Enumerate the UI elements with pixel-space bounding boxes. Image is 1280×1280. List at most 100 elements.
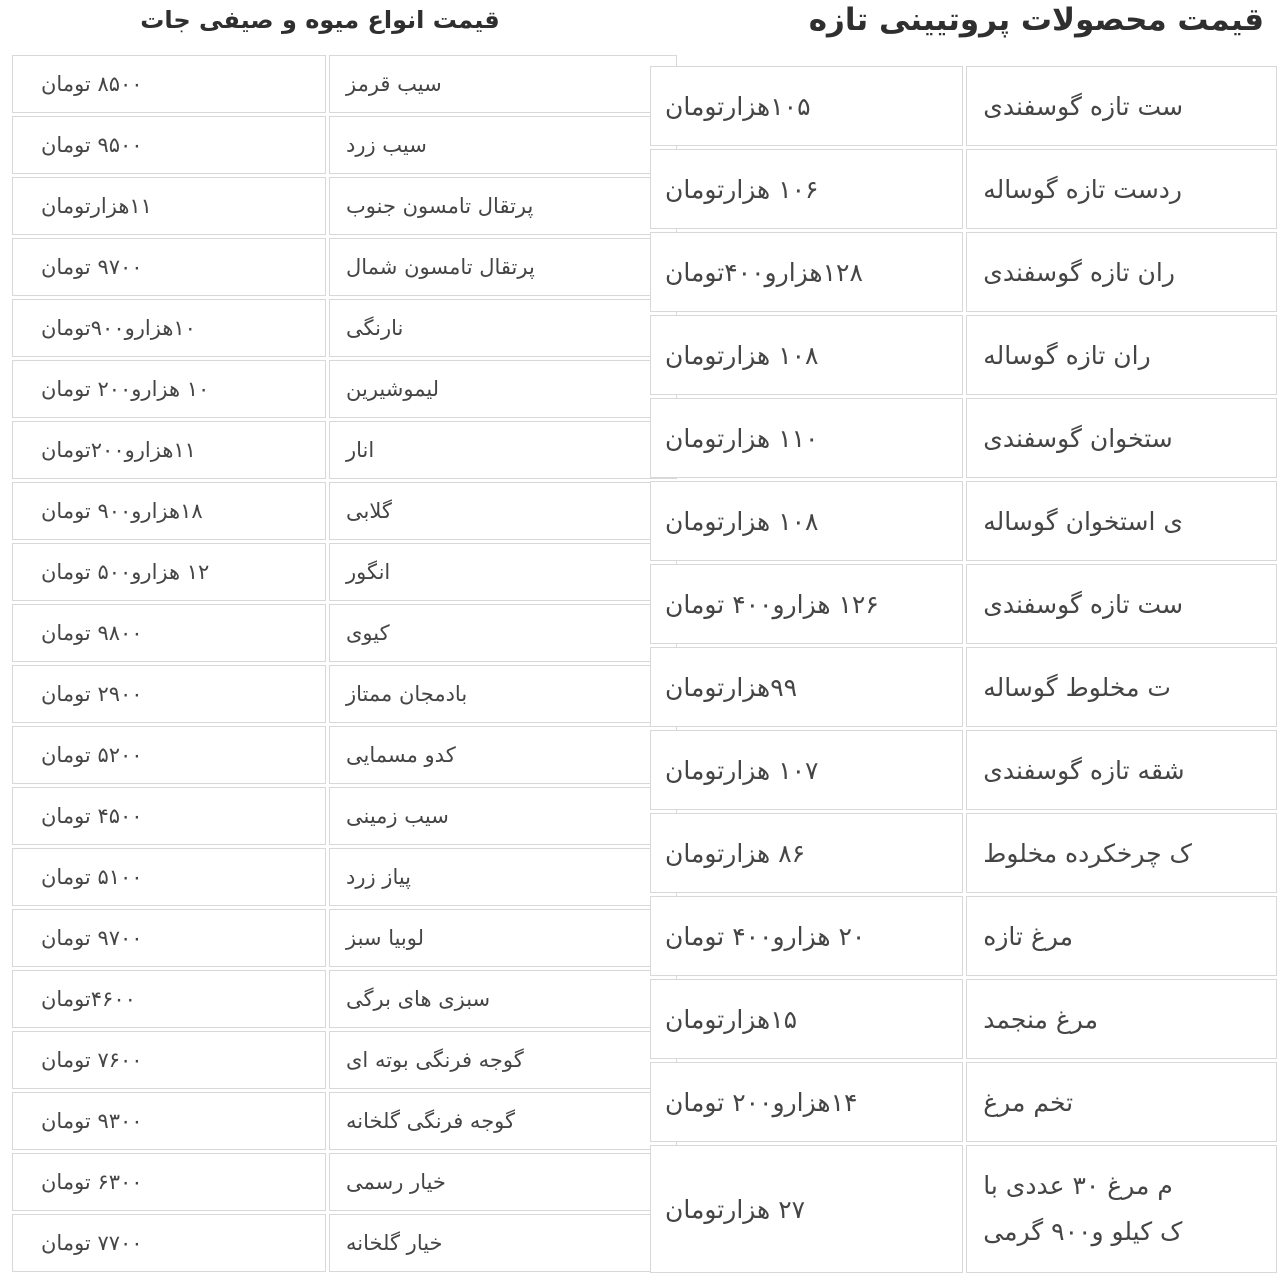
item-cell: لیموشیرین (329, 360, 677, 418)
price-cell: ۶۳۰۰ تومان (12, 1153, 326, 1211)
price-cell: ۱۰۵هزارتومان (650, 66, 964, 146)
price-cell: ۱۰ هزارو۲۰۰ تومان (12, 360, 326, 418)
item-cell: ت مخلوط گوساله (966, 647, 1277, 727)
price-cell: ۱۰۸ هزارتومان (650, 315, 964, 395)
table-row: ۹۳۰۰ تومان گوجه فرنگی گلخانه (12, 1092, 677, 1150)
item-cell: ست تازه گوسفندی (966, 66, 1277, 146)
protein-table-title: قیمت محصولات پروتیینی تازه (808, 2, 1264, 38)
table-row: ۱۲۶ هزارو۴۰۰ تومان ست تازه گوسفندی (650, 564, 1277, 644)
item-cell: ردست تازه گوساله (966, 149, 1277, 229)
item-line: ک کیلو و۹۰۰ گرمی (983, 1217, 1183, 1246)
item-cell: پیاز زرد (329, 848, 677, 906)
item-cell: کدو مسمایی (329, 726, 677, 784)
table-row: ۱۲۸هزارو۴۰۰تومان ران تازه گوسفندی (650, 232, 1277, 312)
protein-price-table: ۱۰۵هزارتومان ست تازه گوسفندی ۱۰۶ هزارتومان… (647, 63, 1280, 1276)
price-cell: ۱۰هزارو۹۰۰تومان (12, 299, 326, 357)
item-cell: پرتقال تامسون جنوب (329, 177, 677, 235)
item-cell: شقه تازه گوسفندی (966, 730, 1277, 810)
table-row: ۷۶۰۰ تومان گوجه فرنگی بوته ای (12, 1031, 677, 1089)
item-cell: گوجه فرنگی گلخانه (329, 1092, 677, 1150)
table-row: ۷۷۰۰ تومان خیار گلخانه (12, 1214, 677, 1272)
table-row: ۲۷ هزارتومان م مرغ ۳۰ عددی با ک کیلو و۹۰۰ … (650, 1145, 1277, 1273)
price-cell: ۲۰ هزارو۴۰۰ تومان (650, 896, 964, 976)
table-row: ۱۱هزارتومان پرتقال تامسون جنوب (12, 177, 677, 235)
table-row: ۲۰ هزارو۴۰۰ تومان مرغ تازه (650, 896, 1277, 976)
item-cell: ست تازه گوسفندی (966, 564, 1277, 644)
item-cell: مرغ تازه (966, 896, 1277, 976)
item-cell: ک چرخکرده مخلوط (966, 813, 1277, 893)
price-cell: ۹۳۰۰ تومان (12, 1092, 326, 1150)
item-cell: سبزی های برگی (329, 970, 677, 1028)
price-cell: ۷۶۰۰ تومان (12, 1031, 326, 1089)
price-cell: ۱۲ هزارو۵۰۰ تومان (12, 543, 326, 601)
table-row: ۶۳۰۰ تومان خیار رسمی (12, 1153, 677, 1211)
table-row: ۸۵۰۰ تومان سیب قرمز (12, 55, 677, 113)
item-cell: گلابی (329, 482, 677, 540)
table-row: ۱۱هزارو۲۰۰تومان انار (12, 421, 677, 479)
price-cell: ۷۷۰۰ تومان (12, 1214, 326, 1272)
item-cell: سیب زرد (329, 116, 677, 174)
item-cell: ران تازه گوسفندی (966, 232, 1277, 312)
price-cell: ۱۱۰ هزارتومان (650, 398, 964, 478)
price-cell: ۸۶ هزارتومان (650, 813, 964, 893)
price-cell: ۵۲۰۰ تومان (12, 726, 326, 784)
price-cell: ۱۰۶ هزارتومان (650, 149, 964, 229)
item-cell: ران تازه گوساله (966, 315, 1277, 395)
price-cell: ۱۱هزارتومان (12, 177, 326, 235)
item-cell: ستخوان گوسفندی (966, 398, 1277, 478)
item-cell: پرتقال تامسون شمال (329, 238, 677, 296)
table-row: ۱۸هزارو۹۰۰ تومان گلابی (12, 482, 677, 540)
table-row: ۲۹۰۰ تومان بادمجان ممتاز (12, 665, 677, 723)
price-cell: ۹۷۰۰ تومان (12, 909, 326, 967)
item-cell: سیب قرمز (329, 55, 677, 113)
price-cell: ۴۶۰۰تومان (12, 970, 326, 1028)
table-row: ۱۰ هزارو۲۰۰ تومان لیموشیرین (12, 360, 677, 418)
item-cell: لوبیا سبز (329, 909, 677, 967)
item-cell: انگور (329, 543, 677, 601)
price-cell: ۹۹هزارتومان (650, 647, 964, 727)
price-cell: ۱۲۶ هزارو۴۰۰ تومان (650, 564, 964, 644)
price-cell: ۲۹۰۰ تومان (12, 665, 326, 723)
item-cell: سیب زمینی (329, 787, 677, 845)
table-row: ۸۶ هزارتومان ک چرخکرده مخلوط (650, 813, 1277, 893)
table-row: ۱۰هزارو۹۰۰تومان نارنگی (12, 299, 677, 357)
table-row: ۹۷۰۰ تومان پرتقال تامسون شمال (12, 238, 677, 296)
item-cell: خیار گلخانه (329, 1214, 677, 1272)
table-row: ۱۱۰ هزارتومان ستخوان گوسفندی (650, 398, 1277, 478)
table-row: ۱۵هزارتومان مرغ منجمد (650, 979, 1277, 1059)
table-row: ۴۵۰۰ تومان سیب زمینی (12, 787, 677, 845)
price-cell: ۱۰۸ هزارتومان (650, 481, 964, 561)
fruit-veg-price-table: ۸۵۰۰ تومان سیب قرمز ۹۵۰۰ تومان سیب زرد ۱۱هزا… (9, 52, 680, 1275)
table-row: ۵۲۰۰ تومان کدو مسمایی (12, 726, 677, 784)
price-cell: ۲۷ هزارتومان (650, 1145, 964, 1273)
item-line: م مرغ ۳۰ عددی با (983, 1170, 1173, 1200)
table-row: ۱۲ هزارو۵۰۰ تومان انگور (12, 543, 677, 601)
item-cell: مرغ منجمد (966, 979, 1277, 1059)
item-cell: انار (329, 421, 677, 479)
price-cell: ۱۲۸هزارو۴۰۰تومان (650, 232, 964, 312)
table-row: ۱۴هزارو۲۰۰ تومان تخم مرغ (650, 1062, 1277, 1142)
table-row: ۹۵۰۰ تومان سیب زرد (12, 116, 677, 174)
price-cell: ۴۵۰۰ تومان (12, 787, 326, 845)
table-row: ۹۹هزارتومان ت مخلوط گوساله (650, 647, 1277, 727)
price-cell: ۱۵هزارتومان (650, 979, 964, 1059)
price-cell: ۸۵۰۰ تومان (12, 55, 326, 113)
table-row: ۱۰۷ هزارتومان شقه تازه گوسفندی (650, 730, 1277, 810)
item-cell: ی استخوان گوساله (966, 481, 1277, 561)
price-cell: ۱۸هزارو۹۰۰ تومان (12, 482, 326, 540)
item-cell: خیار رسمی (329, 1153, 677, 1211)
table-row: ۱۰۶ هزارتومان ردست تازه گوساله (650, 149, 1277, 229)
item-cell: نارنگی (329, 299, 677, 357)
price-cell: ۹۸۰۰ تومان (12, 604, 326, 662)
table-row: ۱۰۸ هزارتومان ران تازه گوساله (650, 315, 1277, 395)
table-row: ۴۶۰۰تومان سبزی های برگی (12, 970, 677, 1028)
item-cell: کیوی (329, 604, 677, 662)
table-row: ۹۸۰۰ تومان کیوی (12, 604, 677, 662)
item-cell: بادمجان ممتاز (329, 665, 677, 723)
price-cell: ۱۱هزارو۲۰۰تومان (12, 421, 326, 479)
price-cell: ۹۵۰۰ تومان (12, 116, 326, 174)
price-cell: ۵۱۰۰ تومان (12, 848, 326, 906)
table-row: ۹۷۰۰ تومان لوبیا سبز (12, 909, 677, 967)
table-row: ۱۰۸ هزارتومان ی استخوان گوساله (650, 481, 1277, 561)
